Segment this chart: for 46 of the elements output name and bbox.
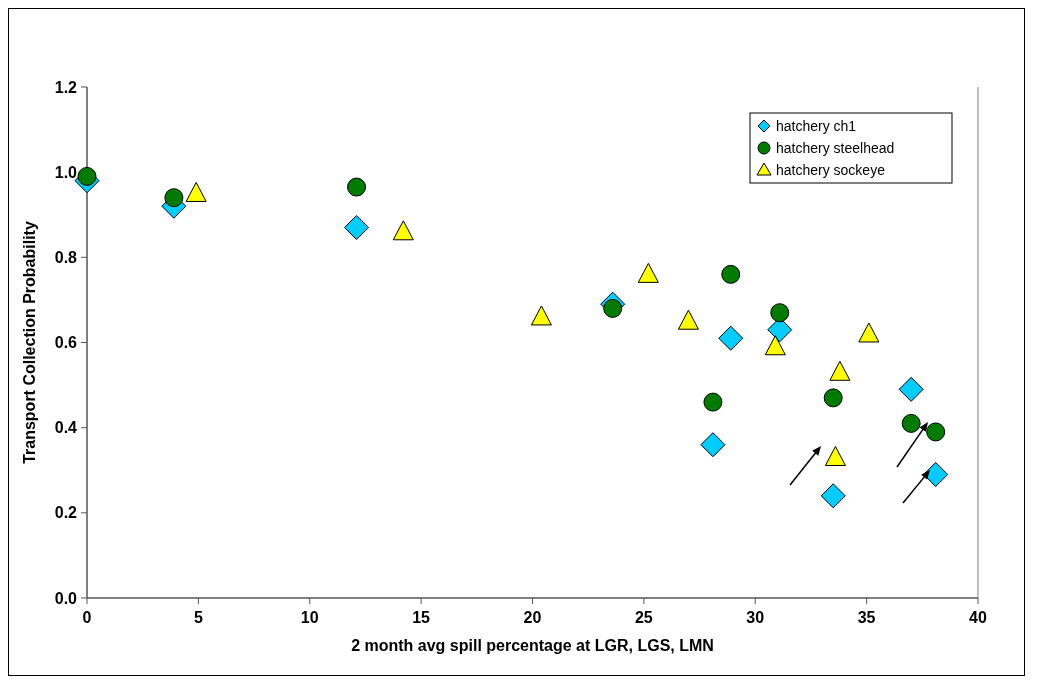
legend-label: hatchery sockeye <box>776 161 886 178</box>
point <box>185 181 207 202</box>
point <box>824 445 846 466</box>
point <box>392 220 414 241</box>
x-tick-label: 10 <box>300 609 319 626</box>
x-tick-label: 20 <box>523 609 542 626</box>
legend-label: hatchery ch1 <box>776 117 857 134</box>
x-axis-title: 2 month avg spill percentage at LGR, LGS, LMN <box>351 637 714 654</box>
point <box>823 388 843 408</box>
y-tick-label: 0.8 <box>54 248 78 266</box>
point <box>764 335 786 356</box>
point <box>718 325 744 351</box>
y-tick-label: 0.6 <box>54 334 78 352</box>
point <box>77 166 97 186</box>
point <box>923 462 949 488</box>
point <box>721 264 741 284</box>
x-tick-label: 25 <box>634 609 653 626</box>
y-axis-title: Transport Collection Probability <box>21 221 38 464</box>
y-tick-label: 1.2 <box>54 78 78 96</box>
x-tick-label: 15 <box>412 609 431 626</box>
point <box>603 298 623 318</box>
point <box>700 432 726 458</box>
point <box>858 322 880 343</box>
point <box>637 262 659 283</box>
y-tick-label: 0.0 <box>54 589 78 607</box>
point <box>926 422 946 442</box>
x-tick-label: 35 <box>857 609 876 626</box>
y-tick-label: 1.0 <box>54 163 78 181</box>
x-tick-label: 30 <box>746 609 765 626</box>
point <box>820 483 846 509</box>
point <box>829 360 851 381</box>
point <box>164 188 184 208</box>
y-tick-label: 0.4 <box>54 419 78 437</box>
y-tick-label: 0.2 <box>54 504 78 522</box>
x-tick-label: 0 <box>82 609 92 626</box>
point <box>347 177 367 197</box>
point <box>677 309 699 330</box>
point <box>901 413 921 433</box>
point <box>344 215 370 241</box>
x-tick-label: 5 <box>193 609 203 626</box>
point <box>770 303 790 323</box>
legend-label: hatchery steelhead <box>776 139 895 156</box>
point <box>703 392 723 412</box>
point <box>898 376 924 402</box>
x-tick-label: 40 <box>969 609 987 626</box>
point <box>530 305 552 326</box>
